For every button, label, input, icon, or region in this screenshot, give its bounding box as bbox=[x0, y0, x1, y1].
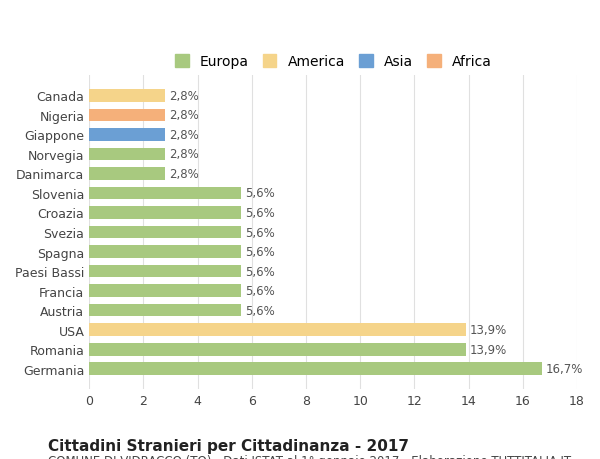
Bar bbox=[89, 148, 165, 161]
Text: 5,6%: 5,6% bbox=[245, 285, 275, 297]
Text: 5,6%: 5,6% bbox=[245, 265, 275, 278]
Bar bbox=[89, 129, 165, 141]
Bar bbox=[89, 207, 241, 219]
Bar bbox=[89, 324, 466, 336]
Text: 16,7%: 16,7% bbox=[546, 363, 583, 375]
Bar bbox=[89, 265, 241, 278]
Bar bbox=[89, 168, 165, 180]
Text: 13,9%: 13,9% bbox=[470, 324, 507, 336]
Bar bbox=[89, 187, 241, 200]
Legend: Europa, America, Asia, Africa: Europa, America, Asia, Africa bbox=[170, 51, 496, 73]
Bar bbox=[89, 90, 165, 102]
Bar bbox=[89, 285, 241, 297]
Text: COMUNE DI VIDRACCO (TO) - Dati ISTAT al 1° gennaio 2017 - Elaborazione TUTTITALI: COMUNE DI VIDRACCO (TO) - Dati ISTAT al … bbox=[48, 454, 571, 459]
Text: 5,6%: 5,6% bbox=[245, 304, 275, 317]
Text: 5,6%: 5,6% bbox=[245, 246, 275, 258]
Text: 5,6%: 5,6% bbox=[245, 226, 275, 239]
Text: 2,8%: 2,8% bbox=[169, 168, 199, 180]
Bar bbox=[89, 109, 165, 122]
Bar bbox=[89, 304, 241, 317]
Text: 2,8%: 2,8% bbox=[169, 129, 199, 141]
Text: 2,8%: 2,8% bbox=[169, 148, 199, 161]
Text: 2,8%: 2,8% bbox=[169, 109, 199, 122]
Text: 5,6%: 5,6% bbox=[245, 187, 275, 200]
Bar bbox=[89, 246, 241, 258]
Bar bbox=[89, 363, 542, 375]
Bar bbox=[89, 343, 466, 356]
Text: 2,8%: 2,8% bbox=[169, 90, 199, 103]
Text: 5,6%: 5,6% bbox=[245, 207, 275, 219]
Bar bbox=[89, 226, 241, 239]
Text: 13,9%: 13,9% bbox=[470, 343, 507, 356]
Text: Cittadini Stranieri per Cittadinanza - 2017: Cittadini Stranieri per Cittadinanza - 2… bbox=[48, 438, 409, 453]
